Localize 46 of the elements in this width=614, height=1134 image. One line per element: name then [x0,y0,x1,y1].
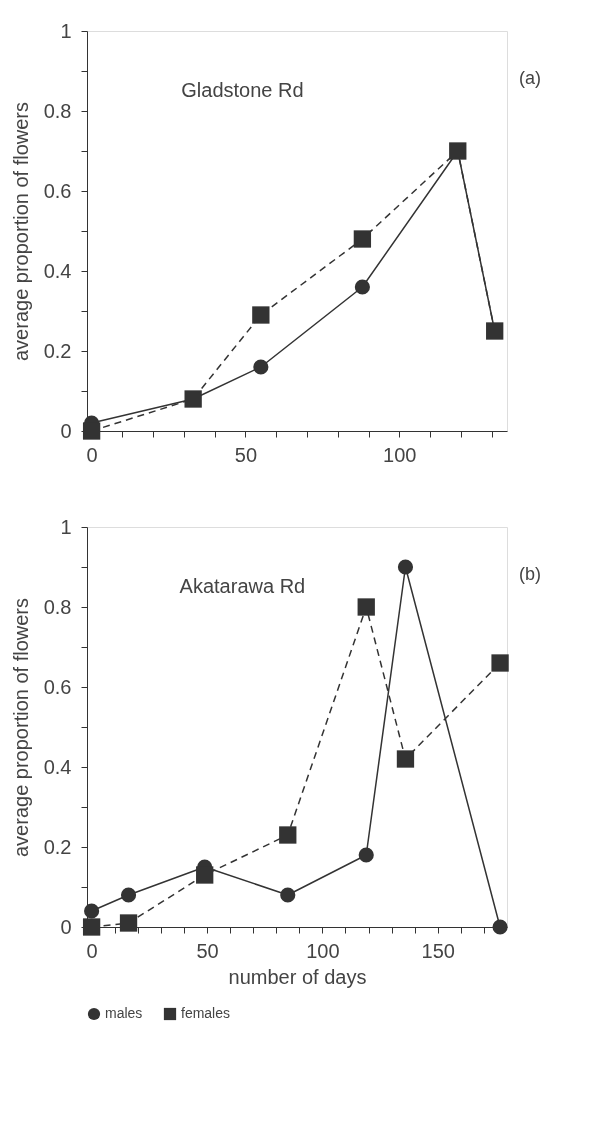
annotation: Akatarawa Rd [179,575,306,597]
y-tick-label: 0.2 [43,835,72,858]
point [280,887,296,903]
y-tick-label: 0 [60,419,72,442]
y-tick-label: 0.6 [43,675,72,698]
y-tick-label: 1 [60,19,72,42]
point [279,826,297,844]
x-tick-label: 0 [86,939,98,962]
y-tick-label: 0.4 [43,259,72,282]
y-tick-label: 0.8 [43,99,72,122]
point [492,919,508,935]
point [354,279,370,295]
y-tick-label: 0.6 [43,179,72,202]
point [252,306,270,324]
text: (a) [519,68,541,88]
y-tick-label: 0 [60,915,72,938]
annotation: Gladstone Rd [181,79,304,101]
point [253,359,269,375]
point [119,914,138,932]
y-tick-label: 0.8 [43,595,72,618]
y-tick-label: 0.4 [43,755,72,778]
x-tick-label: 0 [86,443,98,466]
point [358,847,374,863]
x-axis-title: number of days [228,965,367,988]
point [120,887,137,903]
x-tick-label: 100 [306,939,340,962]
point [396,750,415,768]
x-tick-label: 100 [383,443,417,466]
legend-label: females [181,1005,231,1021]
y-axis-title: average proportion of flowers [9,597,32,858]
text: (b) [519,564,541,584]
y-tick-label: 0.2 [43,339,72,362]
legend-label: males [105,1005,143,1021]
point [84,903,100,919]
point [196,866,214,884]
y-tick-label: 1 [60,515,72,538]
point [397,559,414,575]
point [357,598,375,616]
x-tick-label: 50 [234,443,258,466]
point [82,422,101,440]
point [491,654,509,672]
y-axis-title: average proportion of flowers [9,101,32,362]
x-tick-label: 150 [421,939,455,962]
x-tick-label: 50 [196,939,219,962]
point [353,230,372,248]
point [82,918,101,936]
